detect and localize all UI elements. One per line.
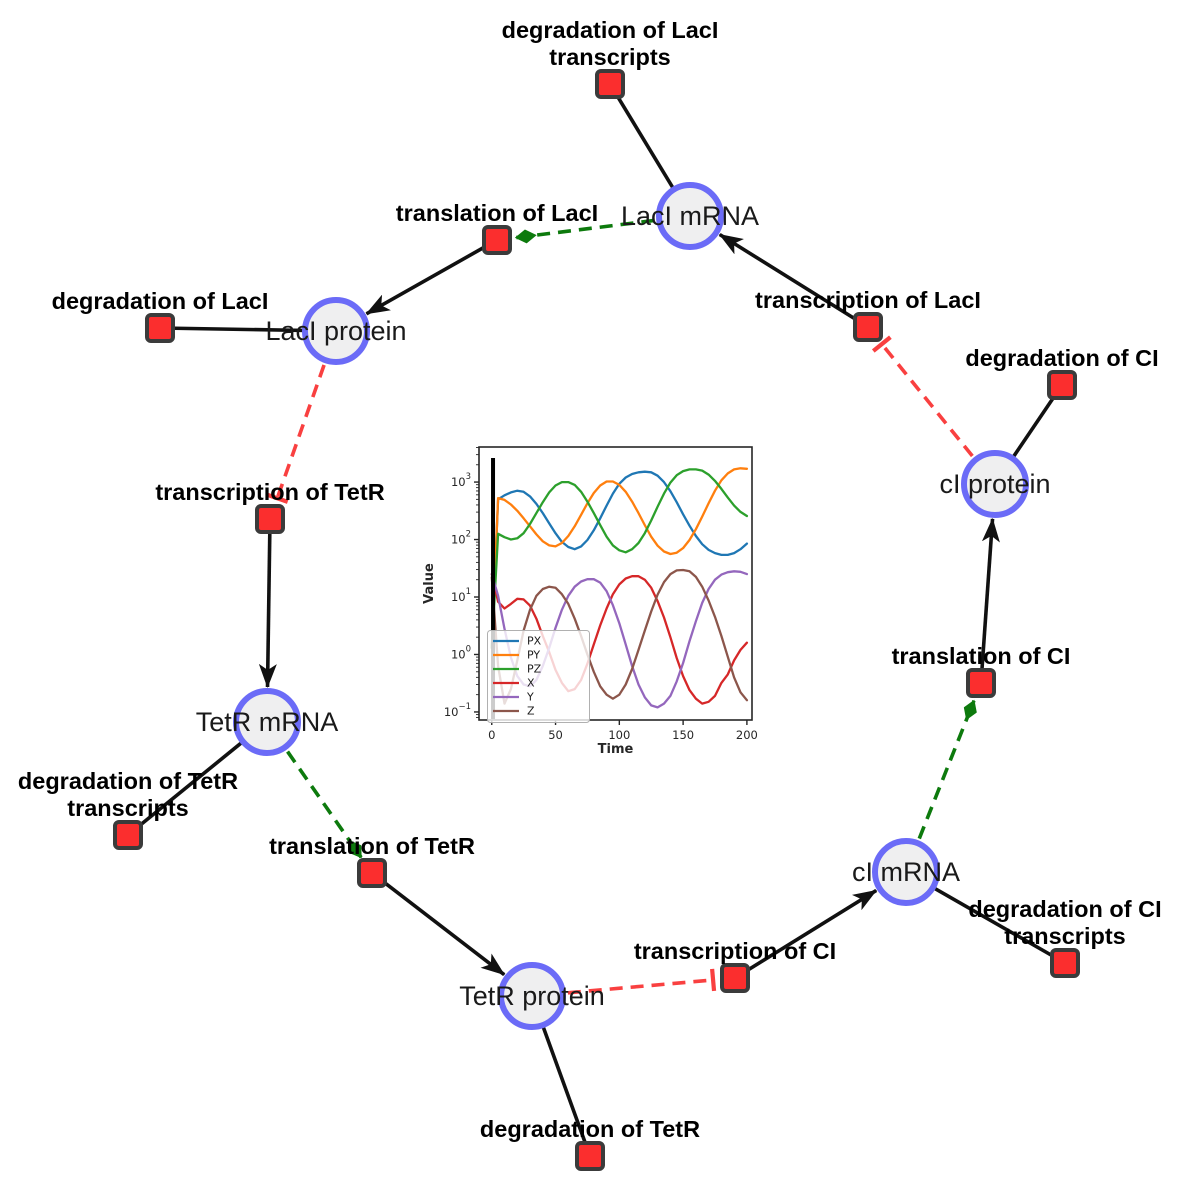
- x-tick-label: 100: [608, 728, 630, 742]
- species-node-tetr_protein[interactable]: [498, 962, 566, 1030]
- species-node-laci_mrna[interactable]: [656, 182, 724, 250]
- series-line-X: [490, 572, 749, 705]
- edge-production-tetr_protein-transl_tetr: [370, 871, 506, 977]
- nodes-layer: [113, 69, 1080, 1171]
- legend-label-Y: Y: [526, 691, 534, 704]
- reaction-node-tx_tetr[interactable]: [255, 504, 285, 534]
- reaction-node-deg_laci[interactable]: [145, 313, 175, 343]
- reaction-label-transl_tetr: translation of TetR: [269, 833, 475, 859]
- reaction-label-tx_ci: transcription of CI: [634, 938, 836, 964]
- edge-activation-ci_mrna-transl_ci: [917, 699, 977, 840]
- species-node-laci_protein[interactable]: [302, 297, 370, 365]
- edge-inhibition-ci_protein-tx_laci: [871, 335, 974, 458]
- x-tick-label: 150: [672, 728, 694, 742]
- reaction-label-deg_laci_tx: degradation of LacI transcripts: [502, 17, 719, 70]
- species-label-laci_protein: LacI protein: [265, 316, 406, 346]
- species-node-ci_protein[interactable]: [961, 450, 1029, 518]
- reaction-node-deg_ci_tx[interactable]: [1050, 948, 1080, 978]
- reaction-node-transl_laci[interactable]: [482, 225, 512, 255]
- reaction-node-tx_ci[interactable]: [720, 963, 750, 993]
- edge-activation-laci_mrna-transl_laci: [514, 218, 655, 244]
- x-tick-label: 200: [736, 728, 758, 742]
- legend-label-Z: Z: [527, 705, 535, 718]
- edge-production-laci_mrna-tx_laci: [718, 232, 869, 329]
- reaction-node-deg_tetr[interactable]: [575, 1141, 605, 1171]
- x-tick-label: 50: [548, 728, 563, 742]
- reaction-label-tx_laci: transcription of LacI: [755, 287, 981, 313]
- species-node-tetr_mrna[interactable]: [233, 688, 301, 756]
- chart-legend: [487, 630, 590, 723]
- edge-production-tetr_mrna-tx_tetr: [258, 518, 277, 689]
- reaction-label-deg_laci: degradation of LacI: [52, 288, 269, 314]
- chart-x-axis-label: Time: [598, 742, 634, 757]
- series-line-Z: [490, 568, 749, 705]
- reaction-label-deg_tetr_tx: degradation of TetR transcripts: [18, 768, 238, 821]
- edge-inhibition-laci_protein-tx_tetr: [266, 364, 326, 504]
- reaction-label-transl_ci: translation of CI: [892, 643, 1071, 669]
- legend-label-PZ: PZ: [527, 663, 542, 676]
- legend-label-PX: PX: [527, 635, 542, 648]
- reaction-node-deg_laci_tx[interactable]: [595, 69, 625, 99]
- inset-chart: 0 50 100 150 20010−1100101102103TimeValuePXP…: [422, 446, 758, 757]
- legend-label-PY: PY: [527, 649, 540, 662]
- series-line-PY: [490, 467, 749, 650]
- legend-label-X: X: [527, 677, 535, 690]
- edge-activation-tetr_mrna-transl_tetr: [286, 750, 363, 859]
- reaction-node-deg_ci[interactable]: [1047, 370, 1077, 400]
- y-tick-label: 101: [451, 587, 471, 604]
- edge-production-laci_protein-transl_laci: [365, 238, 498, 316]
- reaction-label-deg_ci: degradation of CI: [965, 345, 1158, 371]
- species-label-ci_protein: cI protein: [939, 469, 1050, 499]
- reaction-label-tx_tetr: transcription of TetR: [155, 479, 384, 505]
- reaction-node-transl_tetr[interactable]: [357, 858, 387, 888]
- species-label-laci_mrna: LacI mRNA: [621, 201, 759, 231]
- species-label-tetr_protein: TetR protein: [459, 981, 605, 1011]
- chart-y-axis-label: Value: [422, 563, 437, 604]
- species-label-tetr_mrna: TetR mRNA: [196, 707, 339, 737]
- y-tick-label: 102: [451, 530, 471, 547]
- y-tick-label: 100: [451, 644, 471, 661]
- labels-layer: degradation of LacI transcripts translatio…: [18, 17, 1162, 1142]
- reaction-label-deg_ci_tx: degradation of CI transcripts: [968, 896, 1161, 949]
- series-line-PZ: [490, 468, 749, 650]
- edges-layer: [126, 83, 1066, 1157]
- reaction-node-deg_tetr_tx[interactable]: [113, 820, 143, 850]
- edge-production-ci_mrna-tx_ci: [734, 888, 878, 980]
- reaction-label-transl_laci: translation of LacI: [396, 200, 598, 226]
- edge-inhibition-tetr_protein-tx_ci: [567, 968, 717, 995]
- species-node-ci_mrna[interactable]: [872, 838, 940, 906]
- reaction-node-tx_laci[interactable]: [853, 312, 883, 342]
- x-tick-label: 0: [488, 728, 495, 742]
- y-tick-label: 103: [451, 472, 471, 489]
- reaction-node-transl_ci[interactable]: [966, 668, 996, 698]
- edge-production-ci_protein-transl_ci: [979, 517, 1000, 684]
- species-label-ci_mrna: cI mRNA: [852, 857, 960, 887]
- reaction-label-deg_tetr: degradation of TetR: [480, 1116, 700, 1142]
- y-tick-label: 10−1: [444, 702, 471, 719]
